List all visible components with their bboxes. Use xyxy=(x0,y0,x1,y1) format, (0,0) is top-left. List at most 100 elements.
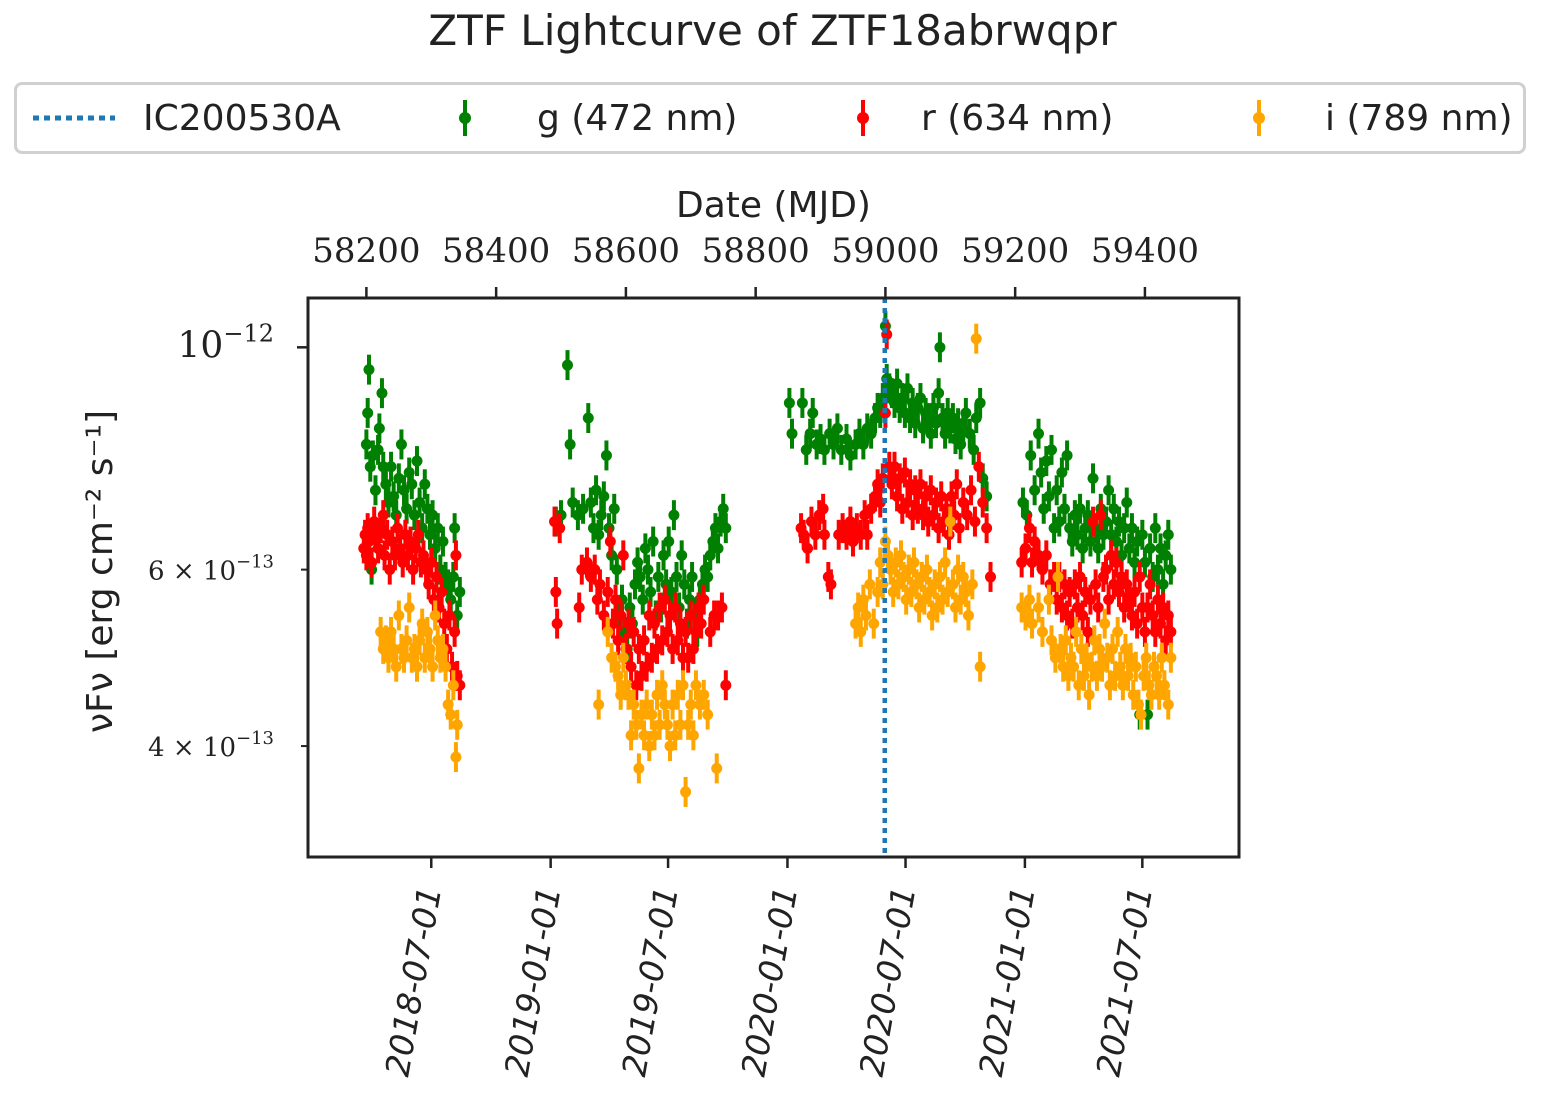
bottom-tick-label: 2021-07-01 xyxy=(1089,884,1161,1080)
data-point xyxy=(593,699,605,711)
data-point xyxy=(630,719,642,731)
data-point xyxy=(366,556,378,568)
data-point xyxy=(648,729,660,741)
top-axis-label: Date (MJD) xyxy=(676,185,871,226)
data-point xyxy=(1117,679,1129,691)
data-point xyxy=(594,578,606,590)
data-point xyxy=(1049,652,1061,664)
data-point xyxy=(424,529,436,541)
data-point xyxy=(373,422,385,434)
data-point xyxy=(1110,556,1122,568)
data-point xyxy=(633,762,645,774)
data-point xyxy=(937,594,949,606)
data-point xyxy=(1103,594,1115,606)
data-point xyxy=(1052,571,1064,583)
data-point xyxy=(643,740,655,752)
data-point xyxy=(1082,626,1094,638)
data-point xyxy=(654,719,666,731)
top-tick-label: 59000 xyxy=(831,231,939,271)
data-point xyxy=(635,709,647,721)
data-point xyxy=(944,516,956,528)
data-point xyxy=(686,571,698,583)
data-point xyxy=(646,652,658,664)
bottom-tick-label: 2020-01-01 xyxy=(734,884,806,1080)
data-point xyxy=(663,536,675,548)
data-point xyxy=(807,407,819,419)
data-point xyxy=(698,594,710,606)
data-point xyxy=(454,586,466,598)
data-point xyxy=(968,444,980,456)
data-point xyxy=(682,719,694,731)
data-point xyxy=(1077,609,1089,621)
data-point xyxy=(702,709,714,721)
data-point xyxy=(1157,578,1169,590)
data-point xyxy=(360,438,372,450)
data-point xyxy=(401,503,413,515)
data-point xyxy=(825,578,837,590)
data-point xyxy=(1040,549,1052,561)
data-point xyxy=(1057,661,1069,673)
bottom-tick-label: 2019-01-01 xyxy=(497,884,569,1080)
data-point xyxy=(612,634,624,646)
data-point xyxy=(860,609,872,621)
data-point xyxy=(1126,609,1138,621)
data-point xyxy=(1025,449,1037,461)
data-point xyxy=(611,564,623,576)
data-point xyxy=(615,609,627,621)
data-point xyxy=(1153,689,1165,701)
data-point xyxy=(925,428,937,440)
data-point xyxy=(562,359,574,371)
data-point xyxy=(424,643,436,655)
data-point xyxy=(1053,516,1065,528)
data-point xyxy=(664,609,676,621)
data-point xyxy=(1156,652,1168,664)
data-point xyxy=(977,497,989,509)
data-point xyxy=(855,626,867,638)
top-tick-label: 58200 xyxy=(312,231,420,271)
data-point xyxy=(414,497,426,509)
data-point xyxy=(654,601,666,613)
data-point xyxy=(901,497,913,509)
data-point xyxy=(1051,594,1063,606)
data-point xyxy=(403,601,415,613)
data-point xyxy=(608,503,620,515)
data-point xyxy=(1043,594,1055,606)
data-point xyxy=(1127,689,1139,701)
data-point xyxy=(1071,601,1083,613)
data-point xyxy=(951,478,963,490)
data-point xyxy=(1040,455,1052,467)
y-axis-label: νFν [erg cm⁻² s⁻¹] xyxy=(80,410,121,733)
data-point xyxy=(377,509,389,521)
data-point xyxy=(973,461,985,473)
data-point xyxy=(1087,516,1099,528)
data-point xyxy=(628,699,640,711)
data-point xyxy=(411,661,423,673)
data-point xyxy=(1091,670,1103,682)
data-point xyxy=(1046,444,1058,456)
data-point xyxy=(720,522,732,534)
data-point xyxy=(1129,556,1141,568)
data-point xyxy=(685,699,697,711)
data-point xyxy=(635,670,647,682)
data-point xyxy=(392,522,404,534)
data-point xyxy=(786,428,798,440)
data-point xyxy=(949,601,961,613)
data-point xyxy=(430,571,442,583)
data-point xyxy=(682,652,694,664)
data-point xyxy=(1099,618,1111,630)
bottom-tick-label: 2018-07-01 xyxy=(377,884,449,1080)
data-point xyxy=(955,594,967,606)
data-point xyxy=(639,542,651,554)
data-point xyxy=(590,484,602,496)
data-point xyxy=(1095,509,1107,521)
data-point xyxy=(625,729,637,741)
data-point xyxy=(981,522,993,534)
data-point xyxy=(831,422,843,434)
data-point xyxy=(1051,484,1063,496)
data-point xyxy=(1061,449,1073,461)
data-point xyxy=(667,643,679,655)
data-point xyxy=(401,634,413,646)
data-point xyxy=(947,578,959,590)
data-point xyxy=(939,556,951,568)
data-point xyxy=(379,549,391,561)
